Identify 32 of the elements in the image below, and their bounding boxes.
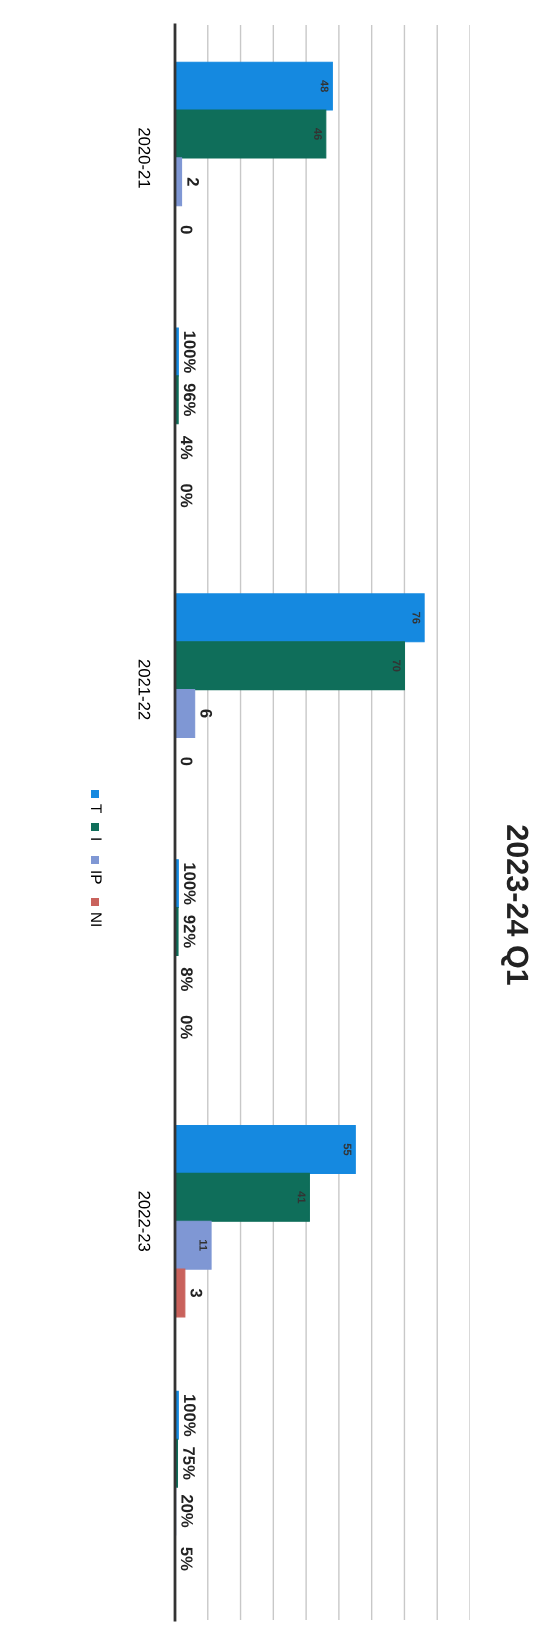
data-label: 0%: [180, 1015, 193, 1039]
data-label: 41: [297, 1191, 306, 1204]
data-label: 100%: [183, 331, 196, 373]
data-label: 0: [180, 757, 193, 766]
text: 2023-24 Q1: [501, 825, 529, 985]
data-label: 3: [190, 1288, 203, 1298]
data-label: 100%: [183, 863, 196, 905]
y-tick-label: 2020-21: [138, 128, 151, 188]
data-label: 100%: [183, 1395, 196, 1437]
data-label: 20%: [181, 1494, 194, 1528]
legend-label: IP: [91, 871, 102, 884]
data-label: 5%: [180, 1547, 193, 1571]
y-tick-label: 2021-22: [138, 659, 151, 720]
y-tick-label: 2022-23: [138, 1191, 151, 1252]
legend-label: T: [91, 804, 102, 813]
data-label: 0: [180, 225, 193, 234]
data-label: 70: [392, 659, 401, 672]
data-label: 0%: [180, 484, 193, 508]
data-label: 92%: [183, 915, 196, 948]
data-label: 11: [199, 1240, 208, 1251]
data-label: 46: [314, 127, 322, 140]
data-label: 55: [343, 1143, 352, 1156]
data-label: 6: [200, 709, 213, 718]
data-label: 2: [187, 177, 200, 186]
data-label: 76: [412, 612, 421, 624]
legend-label: NI: [91, 913, 102, 926]
data-label: 48: [320, 80, 329, 92]
data-label: 96%: [183, 383, 196, 417]
data-label: 4%: [180, 435, 193, 460]
data-label: 75%: [183, 1447, 195, 1480]
data-label: 8%: [180, 967, 193, 991]
legend-label: I: [91, 838, 102, 840]
